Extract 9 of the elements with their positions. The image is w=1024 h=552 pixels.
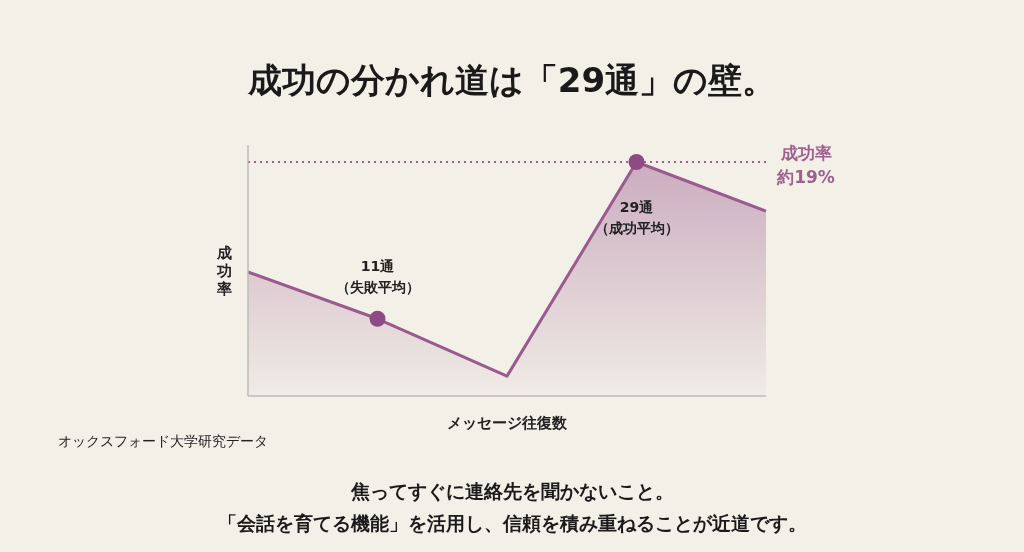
annotation: 11通（失敗平均） xyxy=(335,257,420,295)
text: 焦ってすぐに連絡先を聞かないこと。 xyxy=(349,480,674,502)
text: オックスフォード大学研究データ xyxy=(58,433,268,449)
x-axis-title: メッセージ往復数 xyxy=(447,414,568,432)
annotation: 29通（成功平均） xyxy=(594,199,679,236)
chart-title: 成功の分かれ道は「29通」の壁。 xyxy=(246,60,777,100)
y-axis-title: 成功率 xyxy=(215,244,232,298)
ref-line-label: 成功率約19% xyxy=(776,143,835,187)
text: 「会話を育てる機能」を活用し、信頼を積み重ねることが近道です。 xyxy=(217,512,807,534)
